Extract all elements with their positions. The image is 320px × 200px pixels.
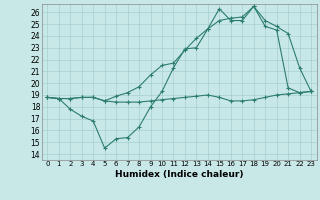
X-axis label: Humidex (Indice chaleur): Humidex (Indice chaleur) bbox=[115, 170, 244, 179]
